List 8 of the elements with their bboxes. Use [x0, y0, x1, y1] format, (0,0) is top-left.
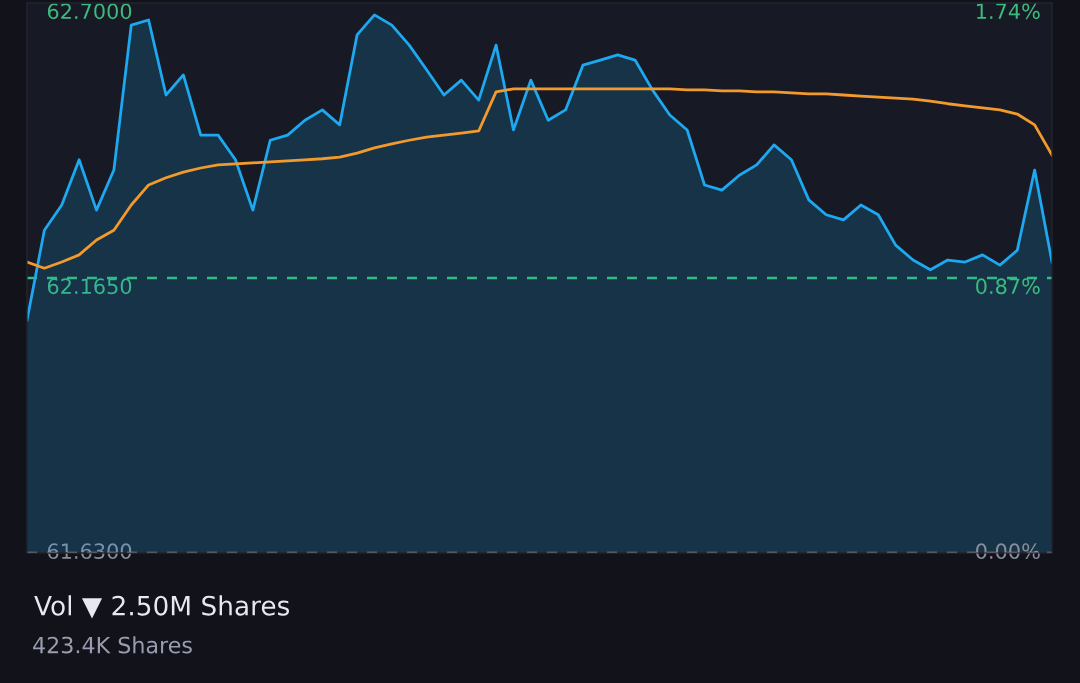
y-tick-label: 61.6300 [47, 543, 132, 560]
y2-tick-label: 1.74% [977, 3, 1040, 20]
text: 423.4K Shares [33, 636, 192, 654]
y2-tick-label: 0.00% [976, 543, 1040, 560]
y2-tick-label: 0.87% [976, 278, 1040, 295]
y-tick-label: 62.1650 [47, 278, 132, 295]
text: Vol ▼ 2.50M Shares [34, 595, 290, 619]
y-tick-label: 62.7000 [47, 3, 132, 20]
